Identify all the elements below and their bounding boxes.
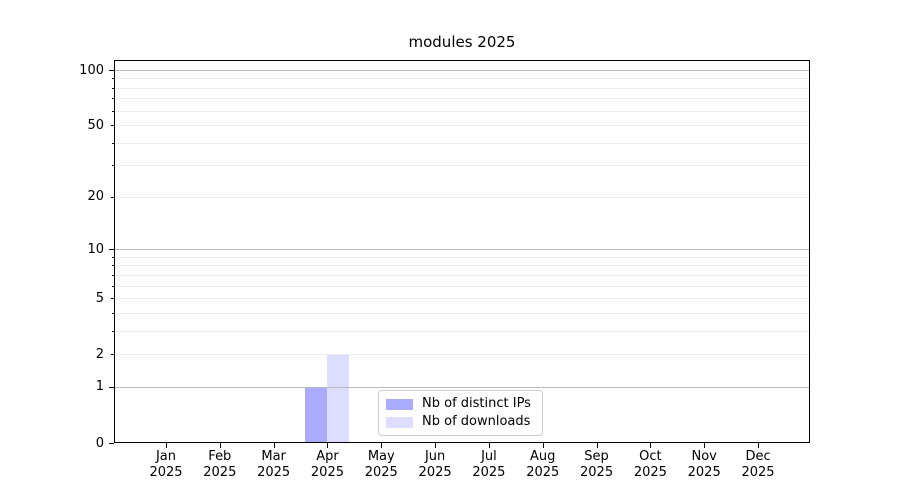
y-minor-tick-mark: [112, 265, 114, 267]
y-minor-tick-mark: [112, 312, 114, 314]
y-minor-tick-mark: [112, 256, 114, 258]
y-tick-mark: [109, 443, 114, 444]
legend-swatch-downloads: [386, 416, 413, 428]
y-minor-tick-mark: [112, 98, 114, 100]
y-tick-label: 10: [87, 241, 104, 257]
x-tick-mark: [488, 443, 490, 448]
minor-gridline: [114, 87, 810, 89]
y-tick-label: 50: [87, 117, 104, 133]
minor-gridline: [114, 330, 810, 332]
axes-spine: [114, 60, 810, 443]
minor-gridline: [114, 98, 810, 100]
x-tick-mark: [704, 443, 706, 448]
y-tick-label: 2: [95, 346, 104, 362]
x-tick-mark: [758, 443, 760, 448]
chart-title: modules 2025: [408, 33, 516, 51]
x-tick-mark: [650, 443, 652, 448]
x-tick-label: Sep 2025: [580, 449, 614, 480]
y-tick-mark: [109, 249, 114, 251]
x-tick-label: Apr 2025: [310, 449, 344, 480]
minor-gridline: [114, 298, 810, 300]
major-gridline: [114, 70, 810, 71]
x-tick-label: May 2025: [364, 449, 398, 480]
y-minor-tick-mark: [112, 274, 114, 276]
y-tick-label: 0: [95, 435, 104, 451]
y-minor-tick-mark: [112, 165, 114, 167]
major-gridline: [114, 386, 810, 388]
x-tick-label: Nov 2025: [687, 449, 721, 480]
bar-nb-of-distinct-ips: [305, 386, 328, 443]
x-tick-label: Mar 2025: [257, 449, 291, 480]
x-tick-mark: [596, 443, 598, 448]
x-tick-label: Dec 2025: [741, 449, 775, 480]
y-tick-label: 5: [95, 290, 104, 306]
minor-gridline: [114, 265, 810, 267]
minor-gridline: [114, 78, 810, 80]
x-tick-label: Jan 2025: [149, 449, 183, 480]
minor-gridline: [114, 125, 810, 127]
minor-gridline: [114, 312, 810, 314]
minor-gridline: [114, 165, 810, 167]
bar-nb-of-downloads: [327, 354, 350, 443]
x-tick-label: Feb 2025: [203, 449, 237, 480]
major-gridline: [114, 249, 810, 251]
x-tick-mark: [219, 443, 221, 448]
minor-gridline: [114, 274, 810, 276]
y-tick-mark: [109, 386, 114, 388]
y-tick-mark: [111, 354, 114, 356]
y-tick-label: 20: [87, 189, 104, 205]
y-tick-mark: [111, 125, 114, 127]
minor-gridline: [114, 110, 810, 112]
x-tick-label: Aug 2025: [526, 449, 560, 480]
y-minor-tick-mark: [112, 142, 114, 144]
minor-gridline: [114, 354, 810, 356]
minor-gridline: [114, 142, 810, 144]
x-tick-label: Oct 2025: [633, 449, 667, 480]
legend-label-distinct-ips: Nb of distinct IPs: [422, 396, 531, 411]
y-tick-label: 1: [95, 379, 104, 395]
minor-gridline: [114, 285, 810, 287]
y-tick-label: 100: [79, 62, 104, 78]
x-tick-label: Jun 2025: [418, 449, 452, 480]
x-tick-label: Jul 2025: [472, 449, 506, 480]
x-tick-mark: [381, 443, 383, 448]
legend-item-distinct-ips: Nb of distinct IPs: [386, 395, 536, 413]
minor-gridline: [114, 256, 810, 258]
x-tick-mark: [166, 443, 167, 448]
legend: Nb of distinct IPs Nb of downloads: [378, 390, 543, 436]
y-tick-mark: [111, 196, 114, 198]
y-tick-mark: [109, 70, 114, 71]
y-minor-tick-mark: [112, 87, 114, 89]
y-minor-tick-mark: [112, 78, 114, 80]
minor-gridline: [114, 196, 810, 198]
y-minor-tick-mark: [112, 285, 114, 287]
legend-swatch-distinct-ips: [386, 398, 413, 410]
y-minor-tick-mark: [112, 330, 114, 332]
x-tick-mark: [542, 443, 544, 448]
y-tick-mark: [111, 298, 114, 300]
x-tick-mark: [273, 443, 275, 448]
plot-area: [114, 60, 810, 443]
x-tick-mark: [327, 443, 329, 448]
y-minor-tick-mark: [112, 110, 114, 112]
legend-label-downloads: Nb of downloads: [422, 414, 531, 429]
legend-item-downloads: Nb of downloads: [386, 413, 536, 431]
x-tick-mark: [435, 443, 437, 448]
